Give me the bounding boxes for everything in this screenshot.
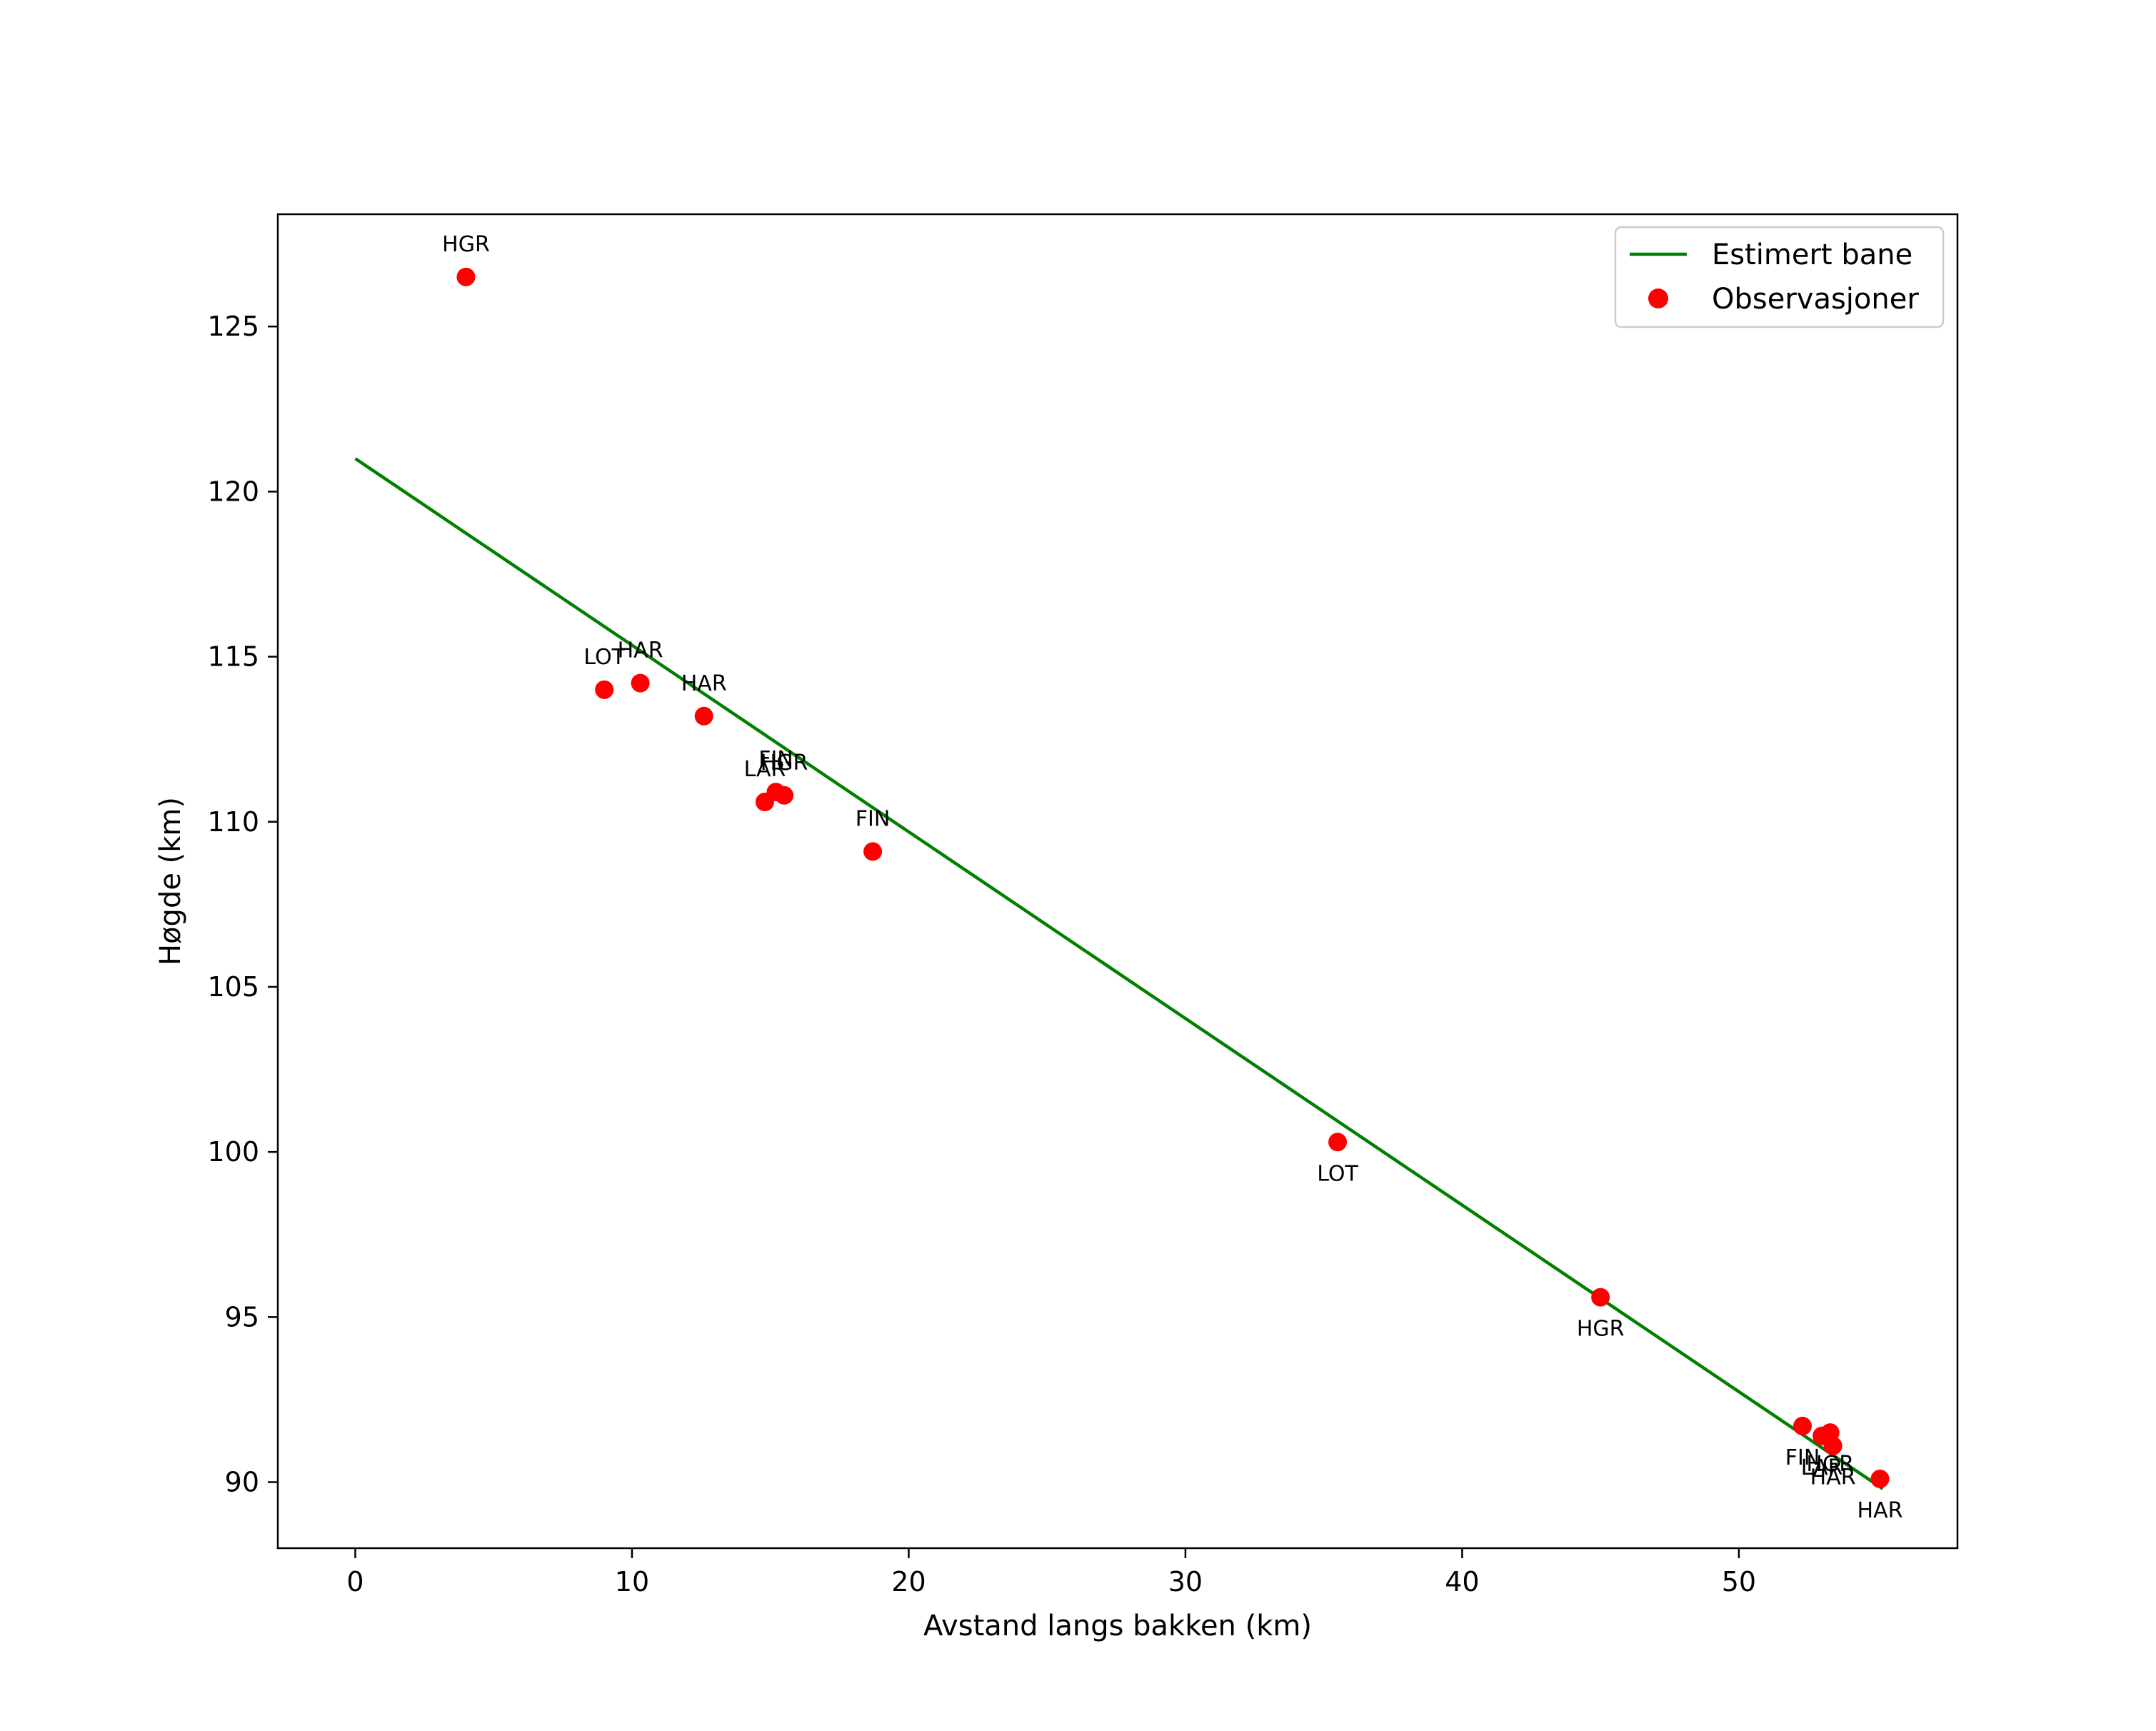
- observation-label: HAR: [1857, 1498, 1903, 1523]
- y-tick-label: 95: [225, 1301, 259, 1333]
- x-tick-label: 10: [615, 1566, 649, 1597]
- observation-point: [775, 786, 794, 805]
- x-tick-label: 20: [891, 1566, 926, 1597]
- observation-label: FIN: [856, 806, 891, 831]
- observation-label: LOT: [1317, 1161, 1358, 1186]
- observation-point: [631, 673, 650, 693]
- legend-box: [1614, 226, 1945, 328]
- observation-point: [1823, 1436, 1842, 1455]
- observation-point: [1328, 1133, 1348, 1152]
- y-tick-label: 105: [207, 971, 259, 1003]
- y-tick-label: 120: [207, 476, 259, 507]
- observation-label: LAR: [1801, 1455, 1843, 1480]
- observation-label: HGR: [761, 751, 808, 776]
- observation-point: [1591, 1288, 1610, 1307]
- observation-point: [595, 680, 614, 699]
- observation-label: HAR: [1810, 1465, 1856, 1490]
- observation-label: FIN: [758, 747, 793, 772]
- legend-label-scatter: Observasjoner: [1712, 283, 1919, 316]
- y-axis-label: Høgde (km): [154, 797, 187, 965]
- legend-label-line: Estimert bane: [1712, 239, 1912, 271]
- observation-point: [1793, 1416, 1812, 1435]
- observation-label: HGR: [442, 232, 490, 257]
- y-tick-label: 110: [207, 806, 259, 838]
- observation-label: LAR: [744, 757, 786, 782]
- observation-point: [694, 706, 713, 726]
- observation-point: [456, 267, 476, 286]
- y-tick-label: 100: [207, 1136, 259, 1168]
- x-tick-label: 50: [1722, 1566, 1756, 1597]
- observation-label: FIN: [1785, 1445, 1820, 1470]
- x-tick-label: 40: [1445, 1566, 1479, 1597]
- x-axis: 0 10 20 30 40 50: [346, 1548, 1756, 1597]
- x-tick-label: 30: [1168, 1566, 1203, 1597]
- plot-content: HGRLOTHARHARLARFINHGRFINLOTHGRFINLARHGRH…: [354, 232, 1903, 1523]
- x-axis-label: Avstand langs bakken (km): [923, 1610, 1312, 1642]
- observation-label: HGR: [1806, 1452, 1854, 1477]
- observation-label: HGR: [1577, 1317, 1625, 1342]
- observation-point: [863, 842, 883, 861]
- x-tick-label: 0: [346, 1566, 363, 1597]
- y-axis: 90 95 100 105 110 115 120 125: [207, 311, 278, 1498]
- plot-frame: [276, 213, 1959, 1550]
- y-tick-label: 90: [225, 1467, 259, 1498]
- observation-label: LOT: [583, 645, 625, 670]
- observation-label: HAR: [618, 638, 663, 663]
- y-tick-label: 115: [207, 641, 259, 673]
- observation-label: HAR: [681, 671, 727, 696]
- observation-point: [1870, 1469, 1890, 1488]
- legend: Estimert bane Observasjoner: [1614, 226, 1945, 328]
- estimated-path-line: [354, 457, 1884, 1490]
- y-tick-label: 125: [207, 311, 259, 342]
- legend-marker-swatch: [1648, 288, 1668, 308]
